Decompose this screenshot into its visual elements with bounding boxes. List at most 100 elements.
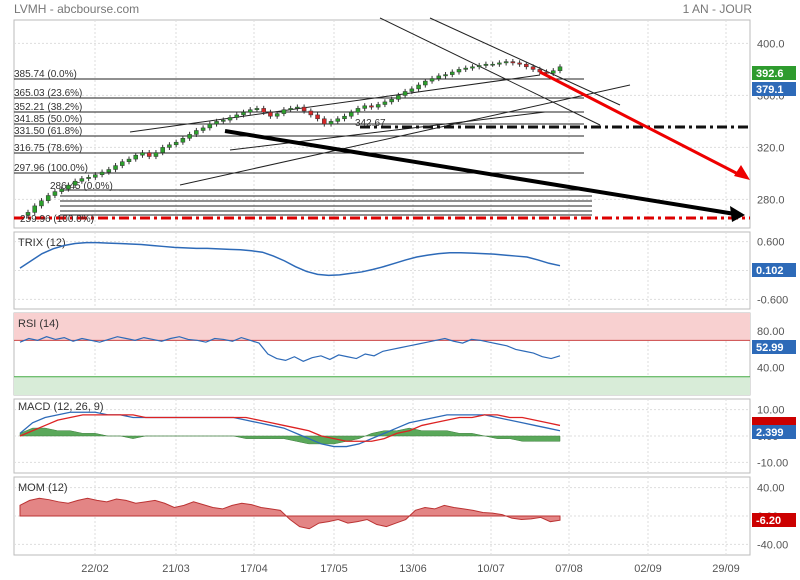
candle: [429, 78, 435, 82]
candle: [476, 65, 482, 68]
candle: [25, 212, 31, 216]
candle: [369, 105, 374, 108]
trix-badge: [752, 263, 796, 277]
x-tick-label: 10/07: [477, 563, 505, 575]
candle: [173, 141, 179, 146]
candle: [450, 71, 455, 75]
candle: [274, 113, 280, 117]
channel-line: [179, 84, 631, 186]
fib-low-label: 259.96 (100.0%): [20, 214, 94, 225]
y-tick-label: 280.0: [757, 194, 785, 206]
trix-value: 0.102: [756, 265, 784, 277]
price-annotation: 342.67: [355, 118, 386, 129]
fib-label: 365.03 (23.6%): [14, 88, 82, 99]
candle: [288, 108, 293, 110]
candle: [396, 95, 401, 100]
candle: [261, 108, 266, 113]
candle: [281, 109, 287, 114]
trix-line: [19, 241, 561, 277]
y-tick-label: 40.00: [757, 363, 785, 375]
trend-line: [429, 17, 621, 106]
channel-line: [229, 111, 546, 151]
candle: [335, 118, 341, 122]
fib-label: 297.96 (100.0%): [14, 163, 88, 174]
candle: [557, 66, 563, 71]
candle: [497, 62, 502, 65]
x-tick-label: 22/02: [81, 563, 109, 575]
y-tick-label: -0.600: [757, 294, 788, 306]
macd-line: [19, 411, 561, 448]
y-tick-label: 40.00: [757, 483, 785, 495]
macd-badge: [752, 425, 796, 439]
candle: [140, 152, 145, 156]
candle: [214, 121, 219, 125]
secondary-price-badge: [752, 82, 796, 96]
candle: [241, 112, 246, 116]
candle: [402, 91, 408, 96]
candle: [308, 110, 314, 116]
chart-period: 1 AN - JOUR: [682, 2, 752, 16]
candle: [490, 63, 495, 66]
candle: [503, 61, 509, 64]
candle: [423, 80, 428, 86]
arrow-black-head: [730, 206, 745, 222]
candle: [355, 108, 361, 113]
x-tick-label: 17/04: [240, 563, 268, 575]
mom-badge: [752, 513, 796, 527]
candle: [483, 63, 489, 66]
candle: [322, 118, 327, 125]
arrow-black: [224, 129, 736, 216]
x-tick-label: 13/06: [399, 563, 427, 575]
candle: [247, 109, 253, 113]
candle: [530, 66, 536, 70]
candle: [153, 152, 159, 157]
fib-small-label: 286.45 (0.0%): [50, 181, 113, 192]
candle: [45, 195, 51, 201]
candle: [510, 61, 516, 64]
candle: [295, 106, 300, 109]
arrow-red-head: [734, 165, 750, 180]
candle: [106, 169, 112, 173]
x-tick-label: 21/03: [162, 563, 190, 575]
last-price-badge: [752, 66, 796, 80]
candle: [39, 200, 44, 207]
fib-label: 316.75 (78.6%): [14, 143, 82, 154]
candle: [93, 174, 98, 178]
candle: [551, 70, 556, 74]
candle: [120, 161, 125, 166]
candle: [187, 134, 192, 139]
y-tick-label: 0.600: [757, 237, 785, 249]
candle: [146, 152, 152, 157]
candle: [234, 114, 240, 118]
x-tick-label: 29/09: [712, 563, 740, 575]
macd-value: 2.399: [756, 427, 784, 439]
candle: [167, 144, 172, 148]
secondary-price-label: 379.1: [756, 84, 784, 96]
candle: [456, 69, 462, 73]
candle: [362, 105, 367, 109]
mom-title: MOM (12): [18, 482, 68, 494]
macd-histogram: [19, 427, 561, 445]
mom-area: [19, 497, 561, 530]
candle: [409, 88, 415, 92]
candle: [254, 108, 260, 110]
candle: [348, 112, 354, 117]
rsi-line: [19, 336, 561, 362]
trend-line: [379, 17, 601, 126]
candle: [382, 101, 388, 105]
candle: [463, 67, 468, 70]
candle: [443, 74, 448, 77]
rsi-title: RSI (14): [18, 318, 59, 330]
candle: [52, 191, 58, 196]
candle: [389, 99, 394, 103]
y-tick-label: -40.00: [757, 539, 788, 551]
candle: [66, 184, 71, 190]
rsi-value: 52.99: [756, 342, 784, 354]
mom-value: -6.20: [756, 515, 781, 527]
candle: [126, 158, 132, 162]
candle: [470, 66, 475, 69]
channel-line: [129, 74, 541, 133]
candle: [268, 112, 273, 117]
candle: [180, 138, 186, 143]
